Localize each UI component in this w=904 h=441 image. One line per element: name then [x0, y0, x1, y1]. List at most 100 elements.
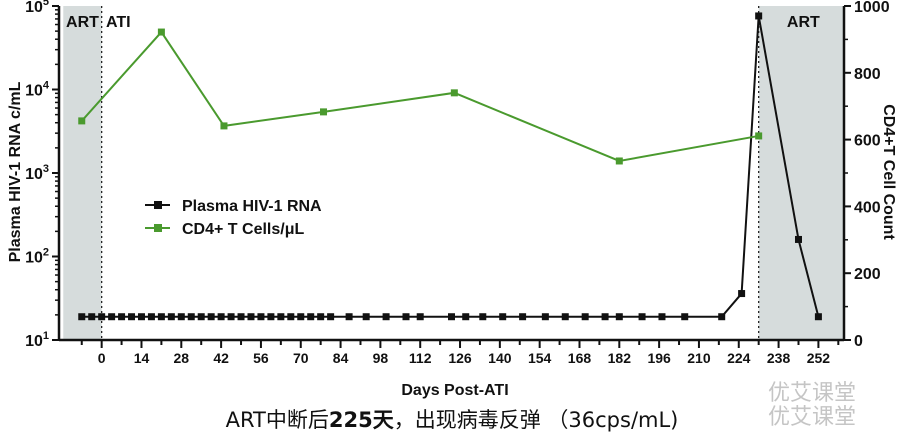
- x-tick-label: 28: [174, 350, 190, 366]
- data-point-rna: [297, 313, 305, 321]
- x-tick-label: 224: [727, 350, 751, 366]
- data-point-rna: [382, 313, 390, 321]
- caption-part1: ART中断后: [225, 408, 329, 432]
- data-point-cd4: [157, 28, 165, 36]
- x-tick-label: 196: [647, 350, 671, 366]
- x-tick-label: 210: [687, 350, 711, 366]
- data-point-rna: [217, 313, 225, 321]
- data-point-rna: [416, 313, 424, 321]
- data-point-rna: [247, 313, 255, 321]
- data-point-rna: [128, 313, 136, 321]
- data-point-rna: [541, 313, 549, 321]
- data-point-rna: [108, 313, 116, 321]
- data-point-rna: [147, 313, 155, 321]
- y-right-tick-label: 1000: [854, 0, 890, 16]
- x-tick-label: 0: [98, 350, 106, 366]
- art-region-shading: [63, 6, 102, 340]
- y-left-tick-label: 102: [25, 247, 49, 267]
- x-tick-label: 238: [767, 350, 791, 366]
- x-tick-label: 168: [568, 350, 592, 366]
- watermark-line2: 优艾课堂: [768, 405, 857, 430]
- art-region-label: ART: [787, 14, 820, 31]
- data-point-rna: [227, 313, 235, 321]
- y-right-tick-label: 800: [854, 66, 881, 83]
- data-point-rna: [345, 313, 353, 321]
- data-point-rna: [402, 313, 410, 321]
- legend-marker-rna: [154, 201, 162, 209]
- x-tick-label: 98: [373, 350, 389, 366]
- data-point-rna: [681, 313, 689, 321]
- x-tick-label: 70: [293, 350, 309, 366]
- x-tick-label: 42: [213, 350, 229, 366]
- y-left-tick-label: 103: [25, 163, 49, 183]
- data-point-rna: [479, 313, 487, 321]
- data-point-rna: [755, 12, 763, 20]
- x-tick-label: 112: [409, 350, 432, 366]
- data-point-rna: [814, 313, 822, 321]
- data-point-cd4: [220, 122, 228, 130]
- data-point-rna: [317, 313, 325, 321]
- y-left-tick-label: 105: [25, 0, 49, 16]
- data-point-rna: [499, 313, 507, 321]
- data-point-cd4: [450, 89, 458, 97]
- data-point-rna: [601, 313, 609, 321]
- data-point-rna: [277, 313, 285, 321]
- y-left-tick-label: 104: [25, 80, 50, 100]
- data-point-cd4: [320, 108, 328, 116]
- x-axis-label: Days Post-ATI: [401, 382, 508, 399]
- series-line-cd4: [81, 30, 759, 163]
- data-point-rna: [327, 313, 335, 321]
- y-right-tick-label: 0: [854, 333, 863, 350]
- y-right-tick-label: 200: [854, 266, 881, 283]
- data-point-rna: [137, 313, 145, 321]
- caption-highlight: 225天: [328, 408, 394, 432]
- legend-label-cd4: CD4+ T Cells/μL: [182, 221, 304, 238]
- data-point-rna: [658, 313, 666, 321]
- data-point-rna: [448, 313, 455, 321]
- watermark: 优艾课堂 优艾课堂: [768, 382, 856, 430]
- y-right-tick-label: 600: [854, 133, 881, 150]
- art-region-label: ART: [66, 14, 99, 31]
- x-tick-label: 14: [134, 350, 150, 366]
- chart-caption: ART中断后225天，出现病毒反弹 （36cps/mL): [0, 404, 904, 434]
- legend: Plasma HIV-1 RNA CD4+ T Cells/μL: [145, 198, 322, 238]
- x-tick-label: 182: [608, 350, 632, 366]
- data-point-cd4: [78, 117, 86, 125]
- data-point-rna: [187, 313, 195, 321]
- x-tick-label: 252: [807, 350, 831, 366]
- data-point-rna: [237, 313, 245, 321]
- x-tick-label: 56: [253, 350, 269, 366]
- x-tick-label: 154: [528, 350, 552, 366]
- x-tick-label: 140: [488, 350, 512, 366]
- data-point-rna: [118, 313, 126, 321]
- data-point-rna: [157, 313, 165, 321]
- data-point-rna: [177, 313, 185, 321]
- data-point-rna: [718, 313, 726, 321]
- data-point-rna: [307, 313, 315, 321]
- data-point-rna: [98, 313, 106, 321]
- ati-label: ATI: [106, 14, 131, 31]
- data-point-rna: [267, 313, 275, 321]
- series-line-rna: [81, 15, 820, 318]
- data-point-rna: [207, 313, 215, 321]
- y-left-tick-label: 101: [25, 330, 49, 350]
- x-tick-label: 84: [333, 350, 349, 366]
- data-point-rna: [561, 313, 569, 321]
- data-point-rna: [738, 290, 746, 298]
- data-point-cd4: [615, 157, 623, 165]
- caption-part3: ，出现病毒反弹 （36cps/mL): [393, 408, 679, 432]
- legend-marker-cd4: [154, 224, 162, 232]
- art-region-shading: [758, 6, 844, 340]
- watermark-line1: 优艾课堂: [768, 381, 857, 406]
- y-axis-right-label: CD4+T Cell Count: [880, 104, 897, 240]
- data-point-rna: [638, 313, 646, 321]
- data-point-rna: [88, 313, 96, 321]
- x-tick-label: 126: [448, 350, 472, 366]
- data-point-rna: [287, 313, 295, 321]
- data-point-rna: [257, 313, 265, 321]
- data-point-rna: [78, 313, 86, 321]
- y-right-tick-label: 400: [854, 199, 881, 216]
- data-point-rna: [167, 313, 175, 321]
- data-point-cd4: [755, 132, 763, 140]
- y-axis-left-label: Plasma HIV-1 RNA c/mL: [7, 81, 24, 262]
